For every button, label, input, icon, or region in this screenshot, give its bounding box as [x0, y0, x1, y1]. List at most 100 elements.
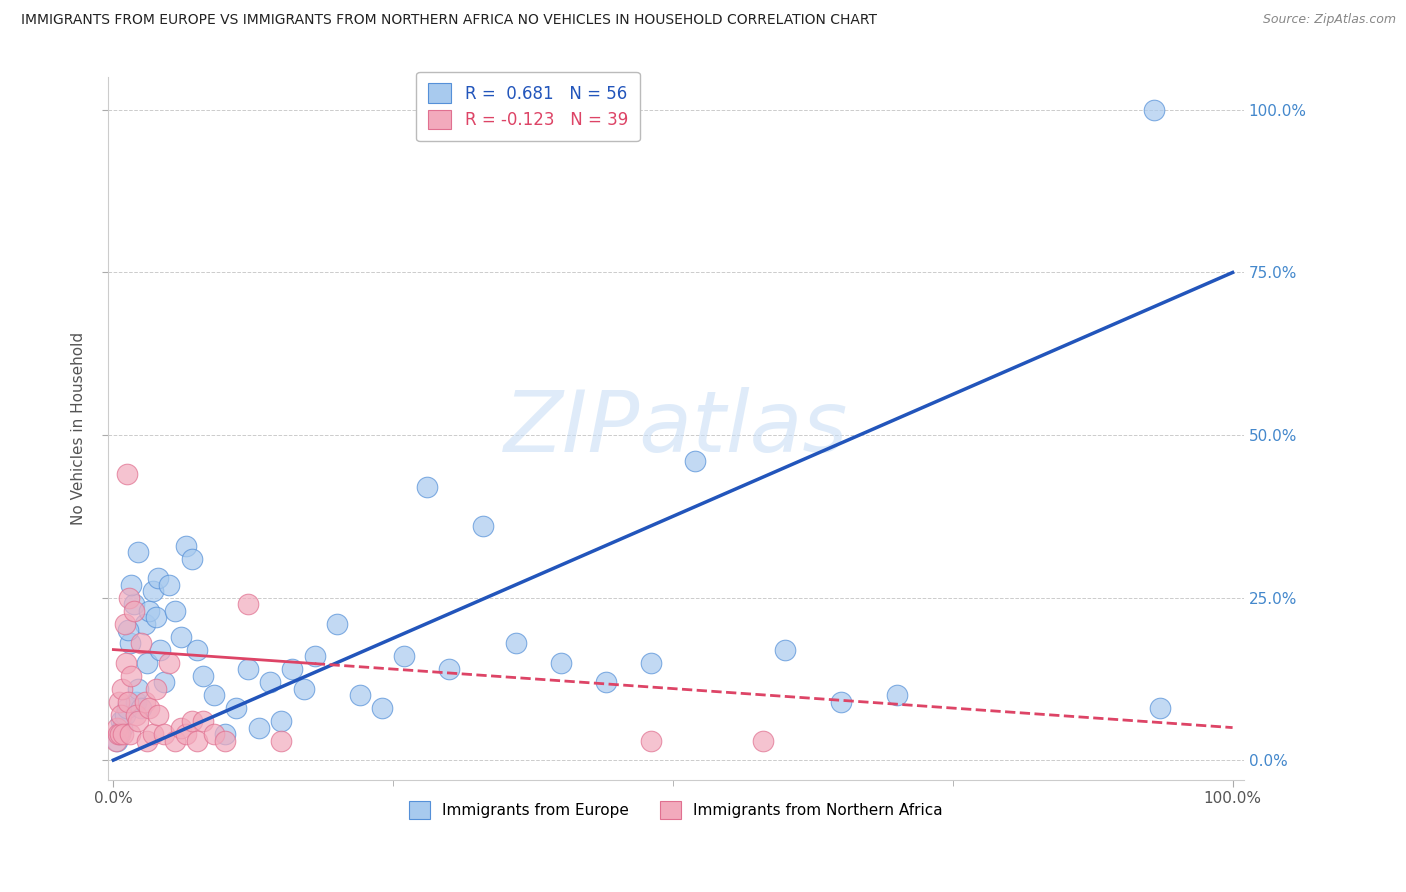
Point: [136, 656, 159, 670]
Point: [145, 681, 167, 696]
Point: [304, 649, 326, 664]
Text: IMMIGRANTS FROM EUROPE VS IMMIGRANTS FROM NORTHERN AFRICA NO VEHICLES IN HOUSEHO: IMMIGRANTS FROM EUROPE VS IMMIGRANTS FRO…: [21, 13, 877, 28]
Point: [416, 480, 439, 494]
Point: [281, 662, 304, 676]
Point: [120, 577, 142, 591]
Point: [163, 603, 186, 617]
Point: [115, 467, 138, 481]
Point: [247, 721, 270, 735]
Point: [349, 688, 371, 702]
Point: [122, 603, 145, 617]
Point: [236, 662, 259, 676]
Point: [174, 539, 197, 553]
Point: [141, 584, 163, 599]
Point: [174, 727, 197, 741]
Point: [122, 597, 145, 611]
Point: [104, 733, 127, 747]
Point: [111, 681, 134, 696]
Point: [157, 577, 180, 591]
Point: [120, 727, 142, 741]
Point: [169, 721, 191, 735]
Point: [186, 642, 208, 657]
Point: [152, 675, 174, 690]
Point: [145, 610, 167, 624]
Point: [127, 545, 149, 559]
Point: [120, 668, 142, 682]
Point: [326, 616, 349, 631]
Point: [202, 688, 225, 702]
Point: [640, 733, 662, 747]
Point: [108, 727, 131, 741]
Point: [152, 727, 174, 741]
Point: [118, 591, 141, 605]
Point: [117, 623, 139, 637]
Point: [114, 707, 136, 722]
Point: [270, 733, 292, 747]
Point: [134, 695, 156, 709]
Point: [120, 636, 142, 650]
Point: [115, 701, 138, 715]
Legend: Immigrants from Europe, Immigrants from Northern Africa: Immigrants from Europe, Immigrants from …: [402, 795, 949, 824]
Point: [127, 714, 149, 728]
Point: [146, 707, 169, 722]
Point: [1149, 701, 1171, 715]
Point: [595, 675, 617, 690]
Point: [131, 701, 153, 715]
Point: [180, 714, 202, 728]
Point: [259, 675, 281, 690]
Point: [163, 733, 186, 747]
Point: [394, 649, 416, 664]
Point: [225, 701, 247, 715]
Point: [114, 656, 136, 670]
Text: Source: ZipAtlas.com: Source: ZipAtlas.com: [1263, 13, 1396, 27]
Point: [1143, 103, 1166, 117]
Point: [830, 695, 852, 709]
Point: [127, 681, 149, 696]
Point: [191, 668, 214, 682]
Point: [136, 733, 159, 747]
Point: [191, 714, 214, 728]
Point: [214, 733, 236, 747]
Point: [108, 695, 131, 709]
Point: [107, 727, 129, 741]
Point: [371, 701, 394, 715]
Point: [550, 656, 572, 670]
Point: [146, 571, 169, 585]
Point: [131, 636, 153, 650]
Point: [157, 656, 180, 670]
Point: [640, 656, 662, 670]
Point: [214, 727, 236, 741]
Point: [105, 721, 128, 735]
Point: [111, 721, 134, 735]
Point: [149, 642, 172, 657]
Point: [180, 551, 202, 566]
Point: [114, 616, 136, 631]
Point: [186, 733, 208, 747]
Point: [236, 597, 259, 611]
Point: [125, 707, 148, 722]
Point: [505, 636, 527, 650]
Point: [125, 695, 148, 709]
Point: [117, 695, 139, 709]
Point: [292, 681, 315, 696]
Point: [110, 707, 132, 722]
Y-axis label: No Vehicles in Household: No Vehicles in Household: [72, 332, 86, 525]
Point: [437, 662, 460, 676]
Point: [110, 714, 132, 728]
Point: [202, 727, 225, 741]
Point: [112, 727, 135, 741]
Point: [134, 616, 156, 631]
Point: [471, 519, 494, 533]
Point: [105, 733, 128, 747]
Point: [138, 603, 160, 617]
Point: [108, 727, 131, 741]
Point: [138, 701, 160, 715]
Point: [685, 454, 707, 468]
Point: [141, 727, 163, 741]
Text: ZIPatlas: ZIPatlas: [503, 387, 848, 470]
Point: [773, 642, 796, 657]
Point: [751, 733, 773, 747]
Point: [270, 714, 292, 728]
Point: [886, 688, 908, 702]
Point: [169, 630, 191, 644]
